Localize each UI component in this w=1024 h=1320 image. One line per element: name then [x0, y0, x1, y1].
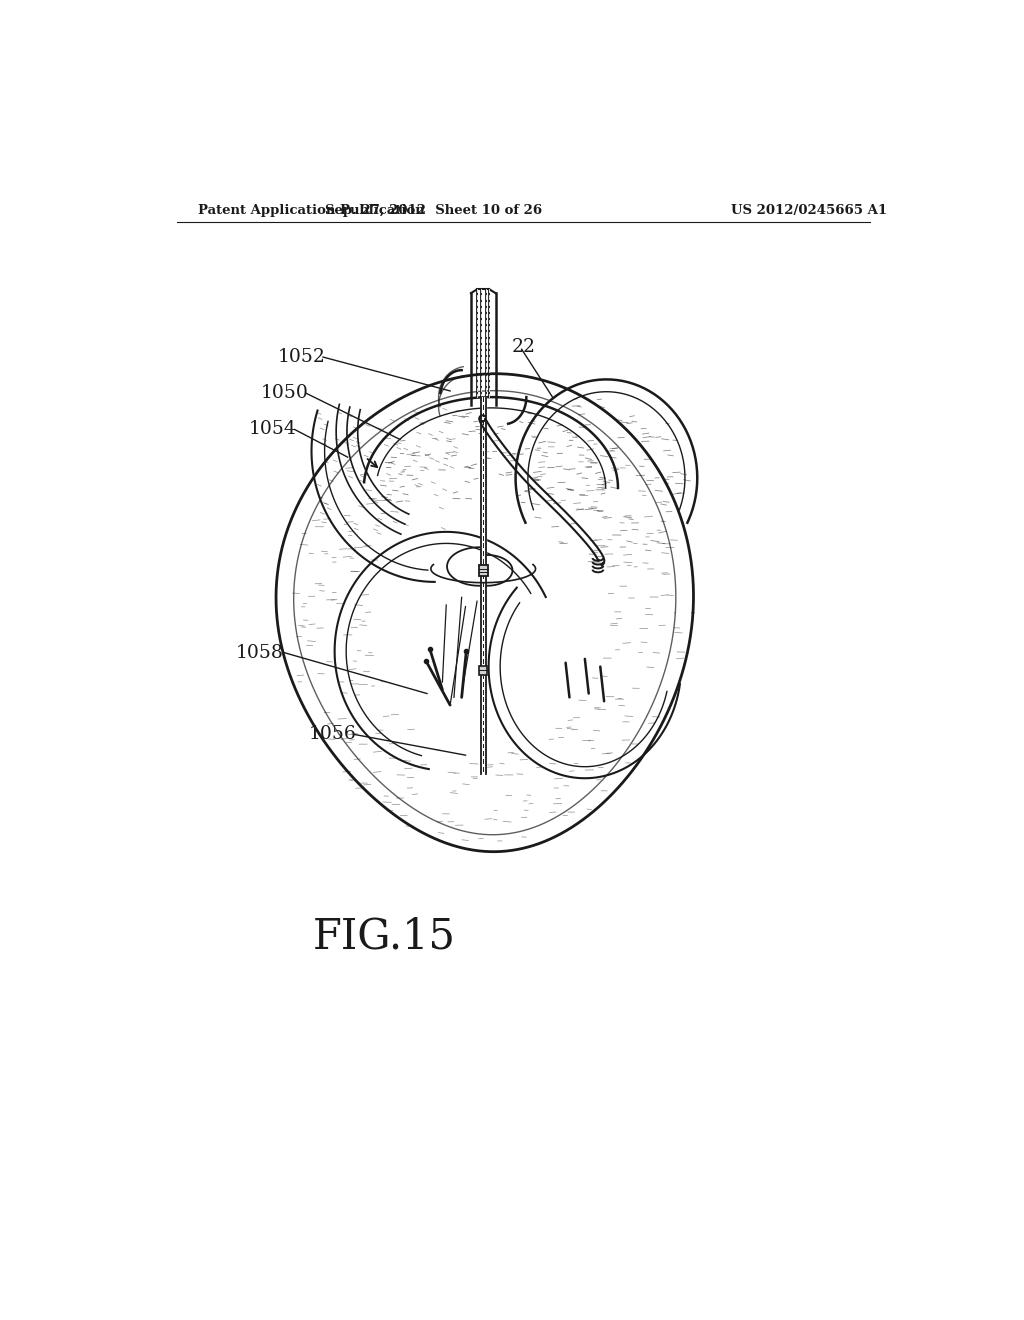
Text: Sep. 27, 2012  Sheet 10 of 26: Sep. 27, 2012 Sheet 10 of 26	[325, 205, 542, 218]
Text: 22: 22	[511, 338, 536, 356]
Text: Patent Application Publication: Patent Application Publication	[199, 205, 425, 218]
Text: 1058: 1058	[236, 644, 284, 661]
Text: FIG.15: FIG.15	[313, 915, 456, 957]
Bar	[479, 665, 487, 675]
Bar	[478, 565, 487, 576]
Text: 1056: 1056	[309, 726, 357, 743]
Text: 1050: 1050	[261, 384, 308, 403]
Text: 1054: 1054	[249, 421, 297, 438]
Text: US 2012/0245665 A1: US 2012/0245665 A1	[731, 205, 887, 218]
Text: 1052: 1052	[278, 348, 326, 366]
